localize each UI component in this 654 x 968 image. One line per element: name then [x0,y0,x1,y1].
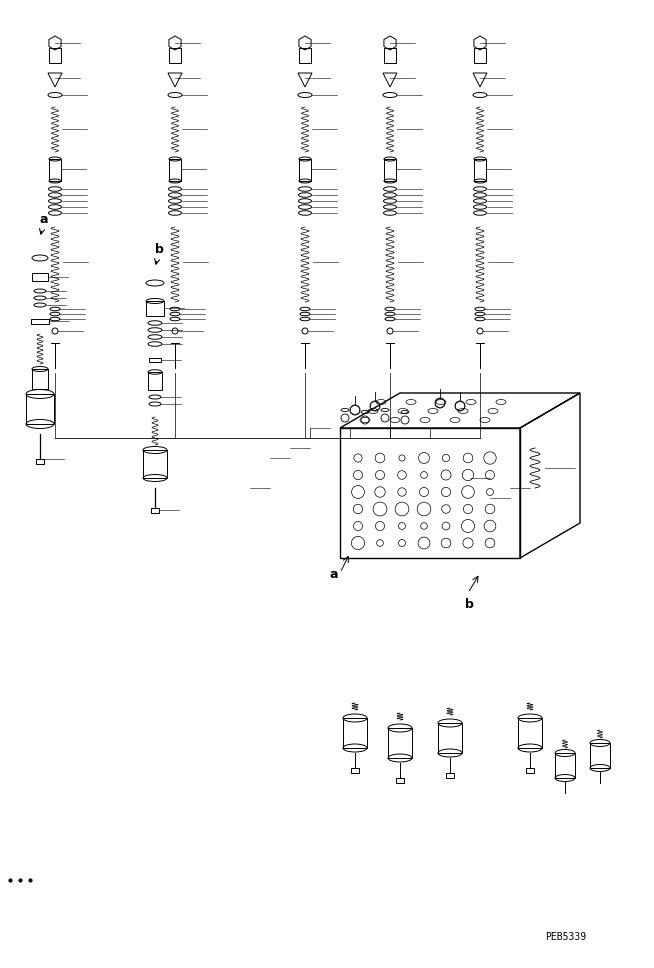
Bar [31,319,49,324]
Bar [446,773,454,778]
Bar [49,159,61,181]
Bar [299,48,311,63]
Bar [351,768,359,773]
Bar [151,508,159,513]
Bar [526,768,534,773]
Bar [555,753,575,778]
Bar [49,48,61,63]
Bar [474,159,486,181]
Bar [474,48,486,63]
Bar [299,159,311,181]
Text: PEB5339: PEB5339 [545,932,586,942]
Text: a: a [40,213,48,234]
Bar [169,159,181,181]
Bar [518,718,542,748]
Bar [384,48,396,63]
Bar [343,718,367,748]
Bar [148,372,162,390]
Text: b: b [465,598,474,611]
Bar [384,159,396,181]
Bar [32,273,48,281]
Bar [26,394,54,424]
Bar [396,778,404,783]
Bar [143,450,167,478]
Bar [388,728,412,758]
Bar [32,369,48,389]
Bar [146,301,164,316]
Bar [438,723,462,753]
Bar [590,743,610,768]
Bar [149,358,161,362]
Bar [169,48,181,63]
Text: a: a [330,568,339,581]
Bar [36,459,44,464]
Text: b: b [155,243,164,264]
